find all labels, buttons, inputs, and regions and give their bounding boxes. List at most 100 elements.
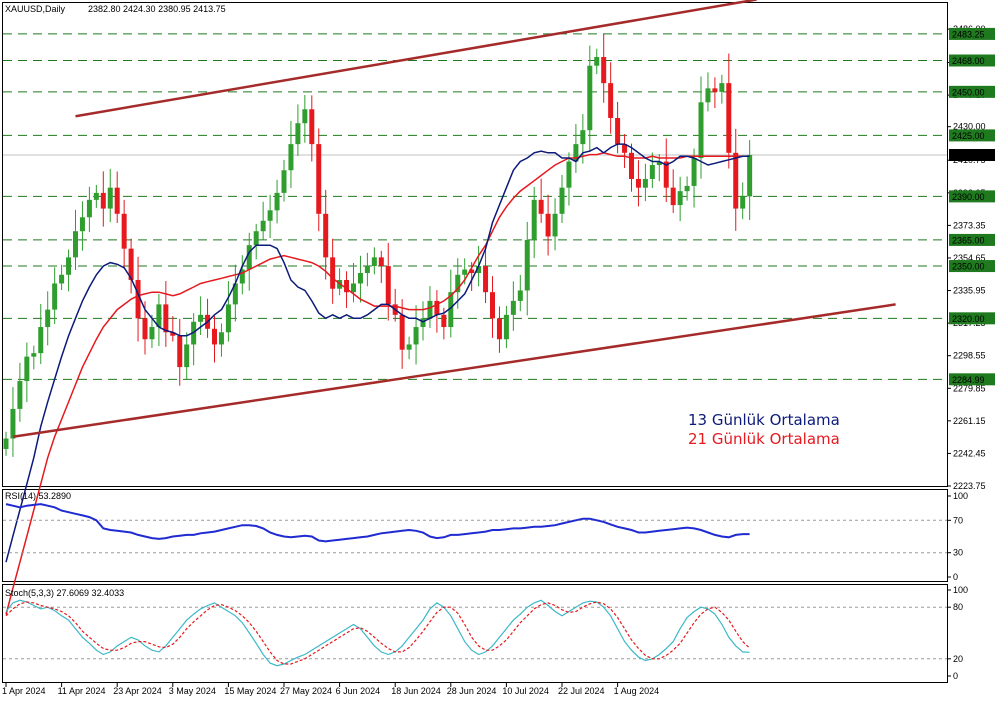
x-tick-label: 27 May 2024 xyxy=(280,686,332,696)
level-label-box xyxy=(949,312,995,325)
candle-body xyxy=(406,344,412,350)
candle-body xyxy=(712,88,718,92)
rsi-panel: 100 70 30 0 xyxy=(3,491,968,582)
candle-body xyxy=(552,213,558,237)
candle-body xyxy=(357,273,363,284)
candle-body xyxy=(656,161,662,166)
x-tick-label: 3 May 2024 xyxy=(169,686,216,696)
candle-body xyxy=(622,144,628,153)
candle-body xyxy=(573,144,579,162)
x-tick-label: 10 Jul 2024 xyxy=(502,686,549,696)
x-tick-label: 1 Aug 2024 xyxy=(614,686,660,696)
candle-body xyxy=(503,314,509,340)
candle-body xyxy=(476,266,482,274)
candle-body xyxy=(267,210,273,221)
candle-body xyxy=(302,109,308,124)
level-label: 2320.00 xyxy=(952,314,985,324)
price-tick-label: 2223.75 xyxy=(953,481,986,491)
legend-ma21: 21 Günlük Ortalama xyxy=(688,430,840,448)
main-panel-frame xyxy=(2,2,948,487)
x-tick-label: 15 May 2024 xyxy=(224,686,276,696)
stoch-tick-label: 80 xyxy=(953,602,963,612)
candle-body xyxy=(17,381,23,409)
price-tick-label: 2354.65 xyxy=(953,253,986,263)
candle-body xyxy=(469,269,475,274)
level-label: 2483.25 xyxy=(952,29,985,39)
candle-body xyxy=(462,269,468,275)
candle-body xyxy=(198,314,204,322)
ma13-line xyxy=(5,143,750,563)
x-tick-label: 18 Jun 2024 xyxy=(391,686,441,696)
candle-body xyxy=(747,154,753,197)
candle-body xyxy=(371,257,377,267)
candle-body xyxy=(580,130,586,145)
candle-body xyxy=(510,300,516,315)
candle-body xyxy=(726,83,732,153)
candle-body xyxy=(420,318,426,328)
candle-body xyxy=(364,266,370,274)
candle-body xyxy=(413,327,419,345)
price-tick-label: 2430.00 xyxy=(953,122,986,132)
candle-body xyxy=(309,109,315,145)
level-label: 2468.00 xyxy=(952,56,985,66)
level-label-box xyxy=(949,129,995,142)
x-axis: 1 Apr 2024 11 Apr 2024 23 Apr 2024 3 May 20… xyxy=(2,683,659,696)
candle-body xyxy=(524,239,530,291)
level-label-box xyxy=(949,27,995,40)
candle-body xyxy=(684,185,690,192)
candle-body xyxy=(705,88,711,103)
candle-body xyxy=(156,304,162,328)
candle-body xyxy=(135,279,141,319)
candle-body xyxy=(441,314,447,328)
candle-body xyxy=(79,217,85,232)
candle-body xyxy=(455,274,461,293)
candle-body xyxy=(149,327,155,340)
candle-body xyxy=(114,187,120,214)
candle-body xyxy=(107,187,113,209)
candle-body xyxy=(239,269,245,284)
candle-body xyxy=(295,123,301,145)
candle-body xyxy=(225,304,231,333)
candle-body xyxy=(531,199,537,240)
symbol-label: XAUUSD,Daily xyxy=(5,4,66,14)
level-label: 2284.99 xyxy=(952,375,985,385)
candle-body xyxy=(316,144,322,214)
level-label: 2390.00 xyxy=(952,192,985,202)
level-label-box xyxy=(949,233,995,246)
price-tick-label: 2298.55 xyxy=(953,351,986,361)
candle-body xyxy=(608,83,614,118)
ohlc-readout: 2382.80 2424.30 2380.95 2413.75 xyxy=(88,4,226,14)
candle-body xyxy=(344,279,350,293)
rsi-tick-label: 100 xyxy=(953,491,968,501)
x-tick-label: 23 Apr 2024 xyxy=(113,686,162,696)
candle-body xyxy=(31,353,37,357)
candle-body xyxy=(490,292,495,319)
candle-body xyxy=(385,266,391,305)
level-label: 2350.00 xyxy=(952,262,985,272)
candle-body xyxy=(351,283,356,293)
candle-body xyxy=(52,283,58,310)
price-tick-label: 2261.15 xyxy=(953,416,986,426)
price-panel: 2223.752242.452261.152279.852298.552317.… xyxy=(3,0,995,615)
candle-body xyxy=(260,220,266,232)
rsi-tick-label: 70 xyxy=(953,515,963,525)
current-price-box xyxy=(949,148,995,161)
stoch-tick-label: 20 xyxy=(953,654,963,664)
candle-body xyxy=(649,165,655,179)
candle-body xyxy=(218,332,224,345)
candle-body xyxy=(448,292,454,328)
stoch-panel: 100 80 20 0 xyxy=(3,585,968,681)
candle-body xyxy=(434,300,440,315)
candle-body xyxy=(691,158,697,186)
rsi-tick-label: 0 xyxy=(953,572,958,582)
candle-body xyxy=(142,318,148,340)
candle-body xyxy=(38,327,44,354)
price-tick-label: 2242.45 xyxy=(953,448,986,458)
stoch-signal-line xyxy=(5,601,751,665)
candle-body xyxy=(566,161,572,188)
candle-body xyxy=(184,344,190,368)
level-label: 2365.00 xyxy=(952,235,985,245)
price-tick-label: 2373.35 xyxy=(953,220,986,230)
candle-body xyxy=(232,283,238,305)
